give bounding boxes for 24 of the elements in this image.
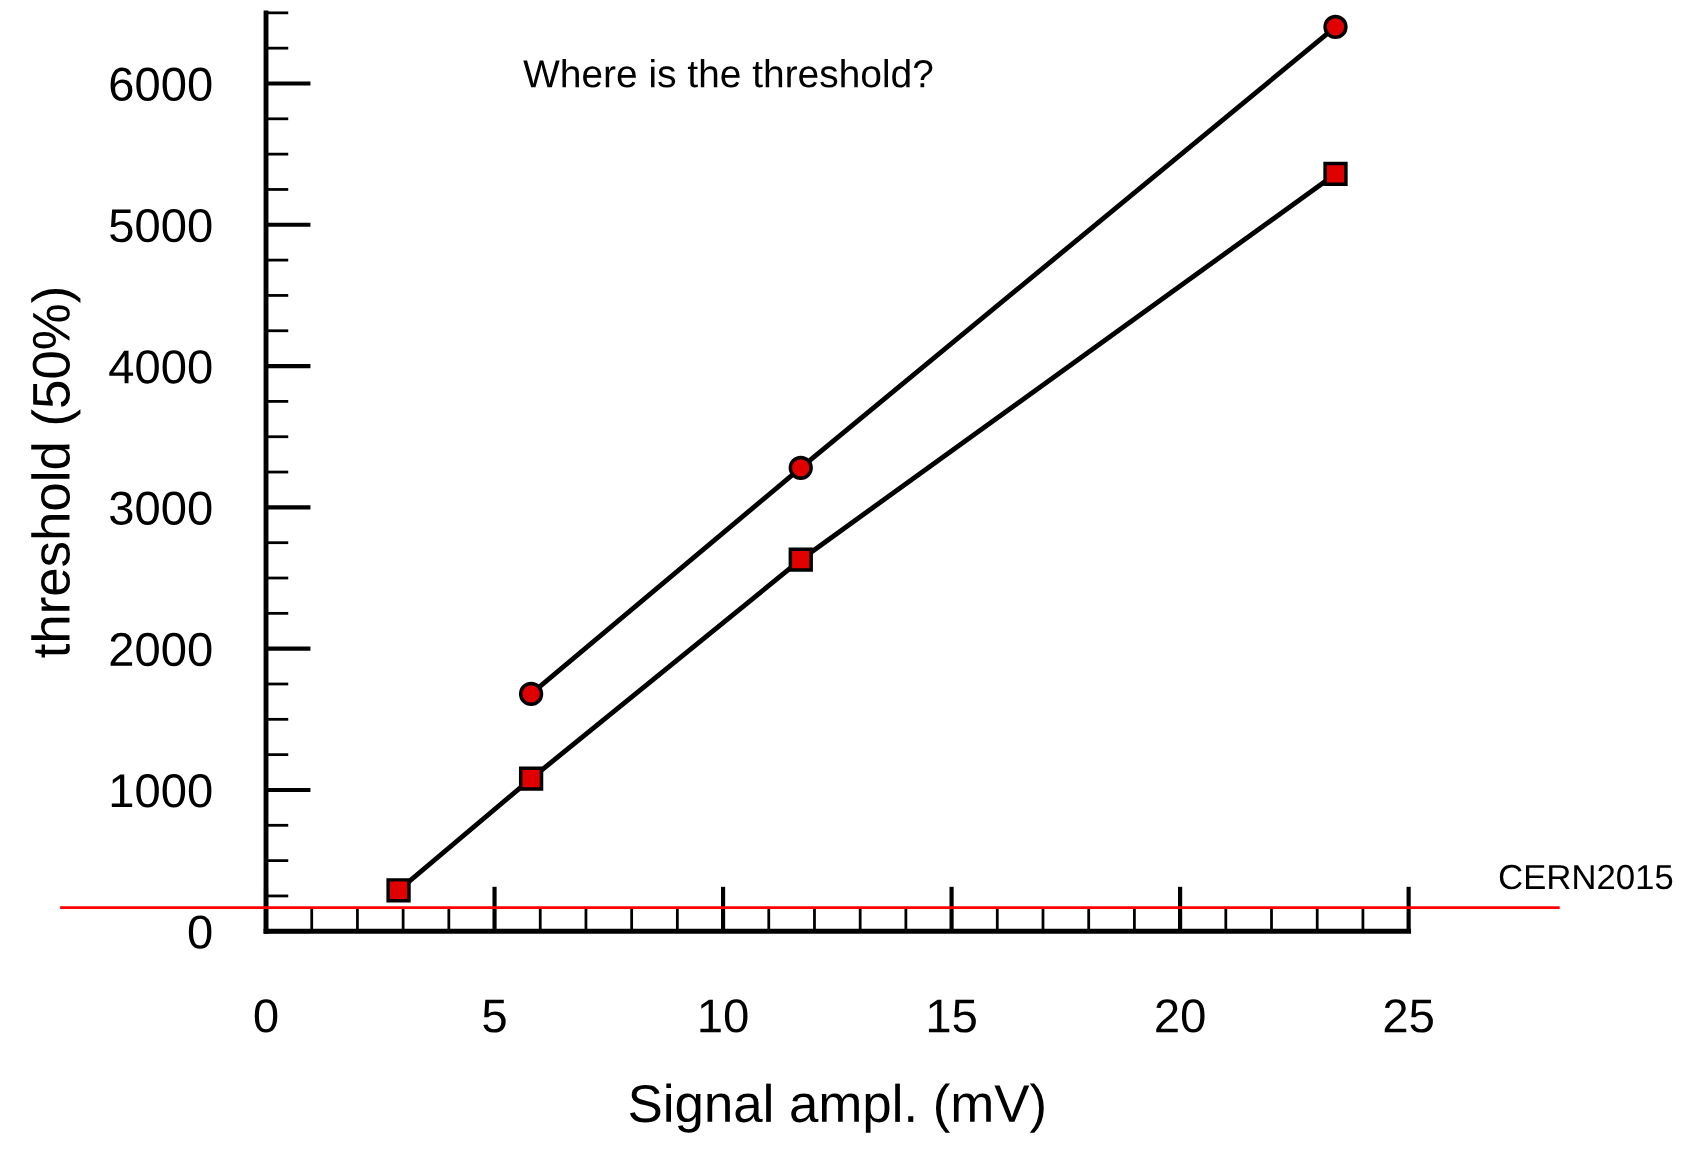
point [788,547,813,572]
point [1323,161,1348,187]
y-tick-label: 6000 [110,67,212,102]
point [518,766,544,791]
x-tick-label: 20 [1156,999,1205,1033]
x-tick-label: 10 [700,999,748,1033]
ref-line-label: CERN2015 [1499,864,1673,890]
y-tick-label: 4000 [109,350,212,384]
y-tick-label: 3000 [110,491,212,525]
point [518,681,544,707]
y-tick-label: 0 [188,915,212,949]
x-tick-label: 5 [483,999,506,1033]
x-tick-label: 15 [928,999,976,1033]
point [386,878,411,903]
point [788,455,813,480]
y-tick-label: 2000 [110,632,212,667]
y-tick-label: 1000 [111,774,212,808]
x-axis-title: Signal ampl. (mV) [630,1083,1044,1133]
x-tick-label: 0 [254,999,278,1033]
y-tick-label: 5000 [110,208,212,243]
annotation: Where is the threshold? [523,59,933,88]
y-axis-title: threshold (50%) [31,289,81,658]
x-tick-label: 25 [1384,999,1433,1033]
point [1323,14,1348,40]
